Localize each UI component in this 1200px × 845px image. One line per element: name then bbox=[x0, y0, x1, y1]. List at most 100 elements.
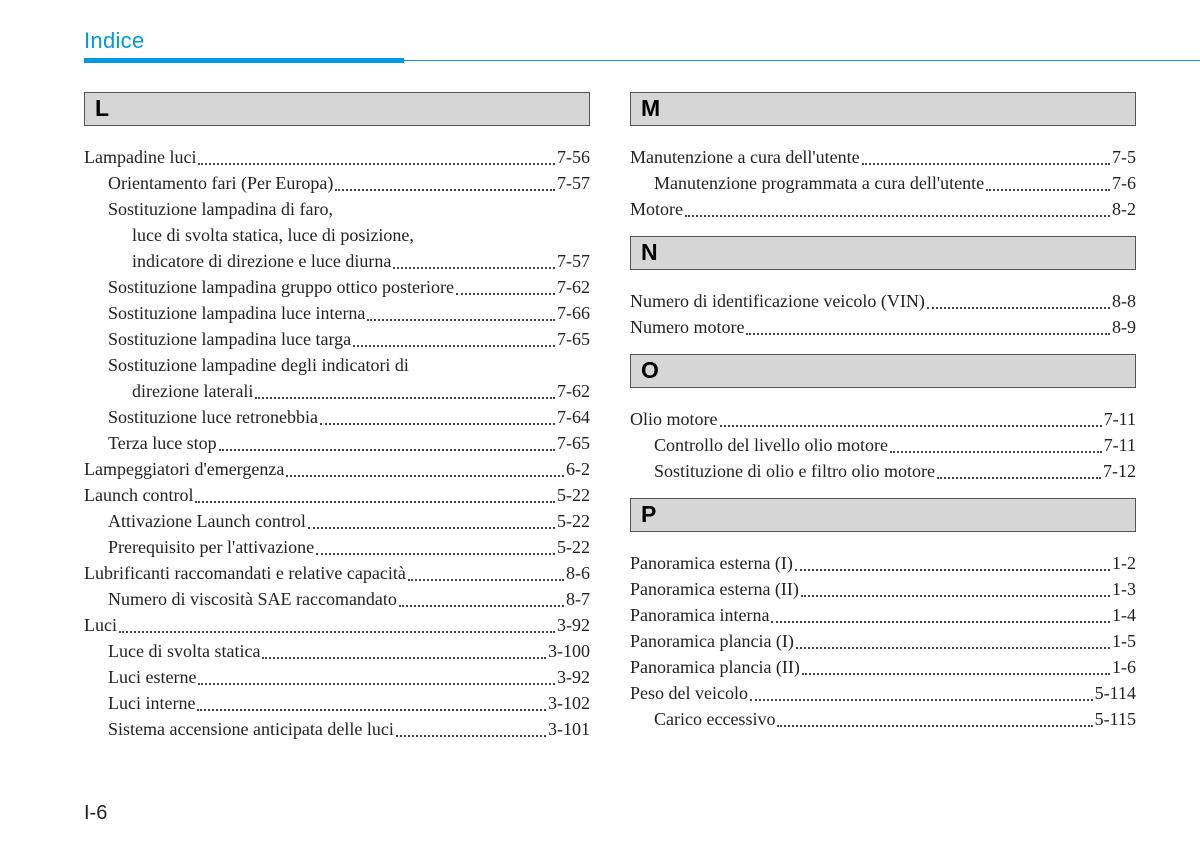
index-entry-label: Panoramica esterna (II) bbox=[630, 576, 799, 602]
leader-dots bbox=[777, 725, 1092, 727]
index-entry: Orientamento fari (Per Europa)7-57 bbox=[84, 170, 590, 196]
index-entry-page: 7-11 bbox=[1104, 432, 1136, 458]
leader-dots bbox=[262, 657, 546, 659]
leader-dots bbox=[119, 631, 555, 633]
title-underline-thick bbox=[84, 58, 404, 63]
index-entry-label: Attivazione Launch control bbox=[108, 508, 306, 534]
index-section: N Numero di identificazione veicolo (VIN)… bbox=[630, 236, 1136, 340]
index-section: L Lampadine luci 7-56Orientamento fari (Pe… bbox=[84, 92, 590, 742]
section-letter: M bbox=[630, 92, 1136, 126]
index-entry-page: 7-65 bbox=[557, 326, 590, 352]
index-entry-label: indicatore di direzione e luce diurna bbox=[132, 248, 391, 274]
index-entry-page: 8-8 bbox=[1112, 288, 1136, 314]
index-entry-label: Numero di viscosità SAE raccomandato bbox=[108, 586, 397, 612]
leader-dots bbox=[198, 163, 555, 165]
index-entry: Motore 8-2 bbox=[630, 196, 1136, 222]
index-entry-page: 7-6 bbox=[1112, 170, 1136, 196]
index-entry-page: 6-2 bbox=[566, 456, 590, 482]
index-entry-label: Luci esterne bbox=[108, 664, 196, 690]
index-entry: indicatore di direzione e luce diurna7-5… bbox=[84, 248, 590, 274]
leader-dots bbox=[198, 683, 555, 685]
index-entry: Luci interne3-102 bbox=[84, 690, 590, 716]
index-entry: Carico eccessivo5-115 bbox=[630, 706, 1136, 732]
index-entry-page: 1-5 bbox=[1112, 628, 1136, 654]
page-number: I-6 bbox=[84, 802, 107, 825]
leader-dots bbox=[353, 345, 555, 347]
index-entry-page: 8-6 bbox=[566, 560, 590, 586]
index-entry: Launch control5-22 bbox=[84, 482, 590, 508]
index-entry: Luci3-92 bbox=[84, 612, 590, 638]
index-entry: Prerequisito per l'attivazione 5-22 bbox=[84, 534, 590, 560]
section-letter: N bbox=[630, 236, 1136, 270]
index-entry-page: 5-22 bbox=[557, 482, 590, 508]
index-entry-label: Lampadine luci bbox=[84, 144, 196, 170]
index-entry-label: Motore bbox=[630, 196, 683, 222]
index-entry-page: 1-2 bbox=[1112, 550, 1136, 576]
leader-dots bbox=[720, 425, 1102, 427]
content-columns: L Lampadine luci 7-56Orientamento fari (Pe… bbox=[84, 92, 1136, 756]
index-entry: Attivazione Launch control5-22 bbox=[84, 508, 590, 534]
index-entry: Numero motore8-9 bbox=[630, 314, 1136, 340]
leader-dots bbox=[399, 605, 564, 607]
index-section: OOlio motore7-11Controllo del livello ol… bbox=[630, 354, 1136, 484]
index-entry: Numero di identificazione veicolo (VIN)8… bbox=[630, 288, 1136, 314]
index-entry-label: Controllo del livello olio motore bbox=[654, 432, 888, 458]
index-entry-label: Olio motore bbox=[630, 406, 718, 432]
leader-dots bbox=[396, 735, 546, 737]
index-entry-label: Panoramica interna bbox=[630, 602, 769, 628]
leader-dots bbox=[796, 647, 1110, 649]
title-underline-thin bbox=[404, 60, 1200, 61]
index-entry-page: 8-7 bbox=[566, 586, 590, 612]
page-title: Indice bbox=[84, 28, 145, 54]
index-entry: Sostituzione lampadina luce targa 7-65 bbox=[84, 326, 590, 352]
index-entry-label: Panoramica esterna (I) bbox=[630, 550, 793, 576]
index-entry-page: 7-11 bbox=[1104, 406, 1136, 432]
index-entry-page: 3-100 bbox=[548, 638, 590, 664]
leader-dots bbox=[320, 423, 555, 425]
leader-dots bbox=[367, 319, 555, 321]
index-section: MManutenzione a cura dell'utente7-5Manut… bbox=[630, 92, 1136, 222]
index-entry-label: Sostituzione lampadina gruppo ottico pos… bbox=[108, 274, 454, 300]
index-entry-page: 3-92 bbox=[557, 664, 590, 690]
section-letter: L bbox=[84, 92, 590, 126]
index-entry-label: Peso del veicolo bbox=[630, 680, 748, 706]
index-entry-label: Sostituzione lampadina luce targa bbox=[108, 326, 351, 352]
leader-dots bbox=[286, 475, 564, 477]
leader-dots bbox=[195, 501, 555, 503]
index-entry-label: Manutenzione programmata a cura dell'ute… bbox=[654, 170, 984, 196]
leader-dots bbox=[456, 293, 555, 295]
index-entry: Panoramica plancia (I) 1-5 bbox=[630, 628, 1136, 654]
leader-dots bbox=[335, 189, 555, 191]
leader-dots bbox=[308, 527, 555, 529]
index-entry-page: 7-64 bbox=[557, 404, 590, 430]
index-entry-label: Prerequisito per l'attivazione bbox=[108, 534, 314, 560]
index-entry: Sistema accensione anticipata delle luci… bbox=[84, 716, 590, 742]
index-entry-label: Sostituzione luce retronebbia bbox=[108, 404, 318, 430]
index-entry: Olio motore 7-11 bbox=[630, 406, 1136, 432]
leader-dots bbox=[197, 709, 546, 711]
index-entry-page: 7-12 bbox=[1103, 458, 1136, 484]
index-entry-page: 7-66 bbox=[557, 300, 590, 326]
index-entry-page: 5-22 bbox=[557, 534, 590, 560]
index-entry-label: Manutenzione a cura dell'utente bbox=[630, 144, 860, 170]
index-entry-continuation: Sostituzione lampadina di faro, bbox=[84, 196, 590, 222]
leader-dots bbox=[746, 333, 1110, 335]
index-entry: Sostituzione di olio e filtro olio motor… bbox=[630, 458, 1136, 484]
index-entry: direzione laterali7-62 bbox=[84, 378, 590, 404]
index-entry-page: 3-101 bbox=[548, 716, 590, 742]
index-entry-label: Panoramica plancia (I) bbox=[630, 628, 794, 654]
index-entry-page: 5-114 bbox=[1095, 680, 1136, 706]
leader-dots bbox=[408, 579, 564, 581]
index-entry: Peso del veicolo 5-114 bbox=[630, 680, 1136, 706]
left-column: L Lampadine luci 7-56Orientamento fari (Pe… bbox=[84, 92, 590, 756]
section-letter: P bbox=[630, 498, 1136, 532]
index-entry-page: 7-56 bbox=[557, 144, 590, 170]
index-entry-page: 8-2 bbox=[1112, 196, 1136, 222]
index-entry: Panoramica esterna (I) 1-2 bbox=[630, 550, 1136, 576]
index-entry-label: Carico eccessivo bbox=[654, 706, 775, 732]
index-entry-page: 1-3 bbox=[1112, 576, 1136, 602]
index-entry: Panoramica interna1-4 bbox=[630, 602, 1136, 628]
index-entry-label: direzione laterali bbox=[132, 378, 253, 404]
index-entry-label: Sistema accensione anticipata delle luci bbox=[108, 716, 394, 742]
index-entry: Panoramica esterna (II) 1-3 bbox=[630, 576, 1136, 602]
